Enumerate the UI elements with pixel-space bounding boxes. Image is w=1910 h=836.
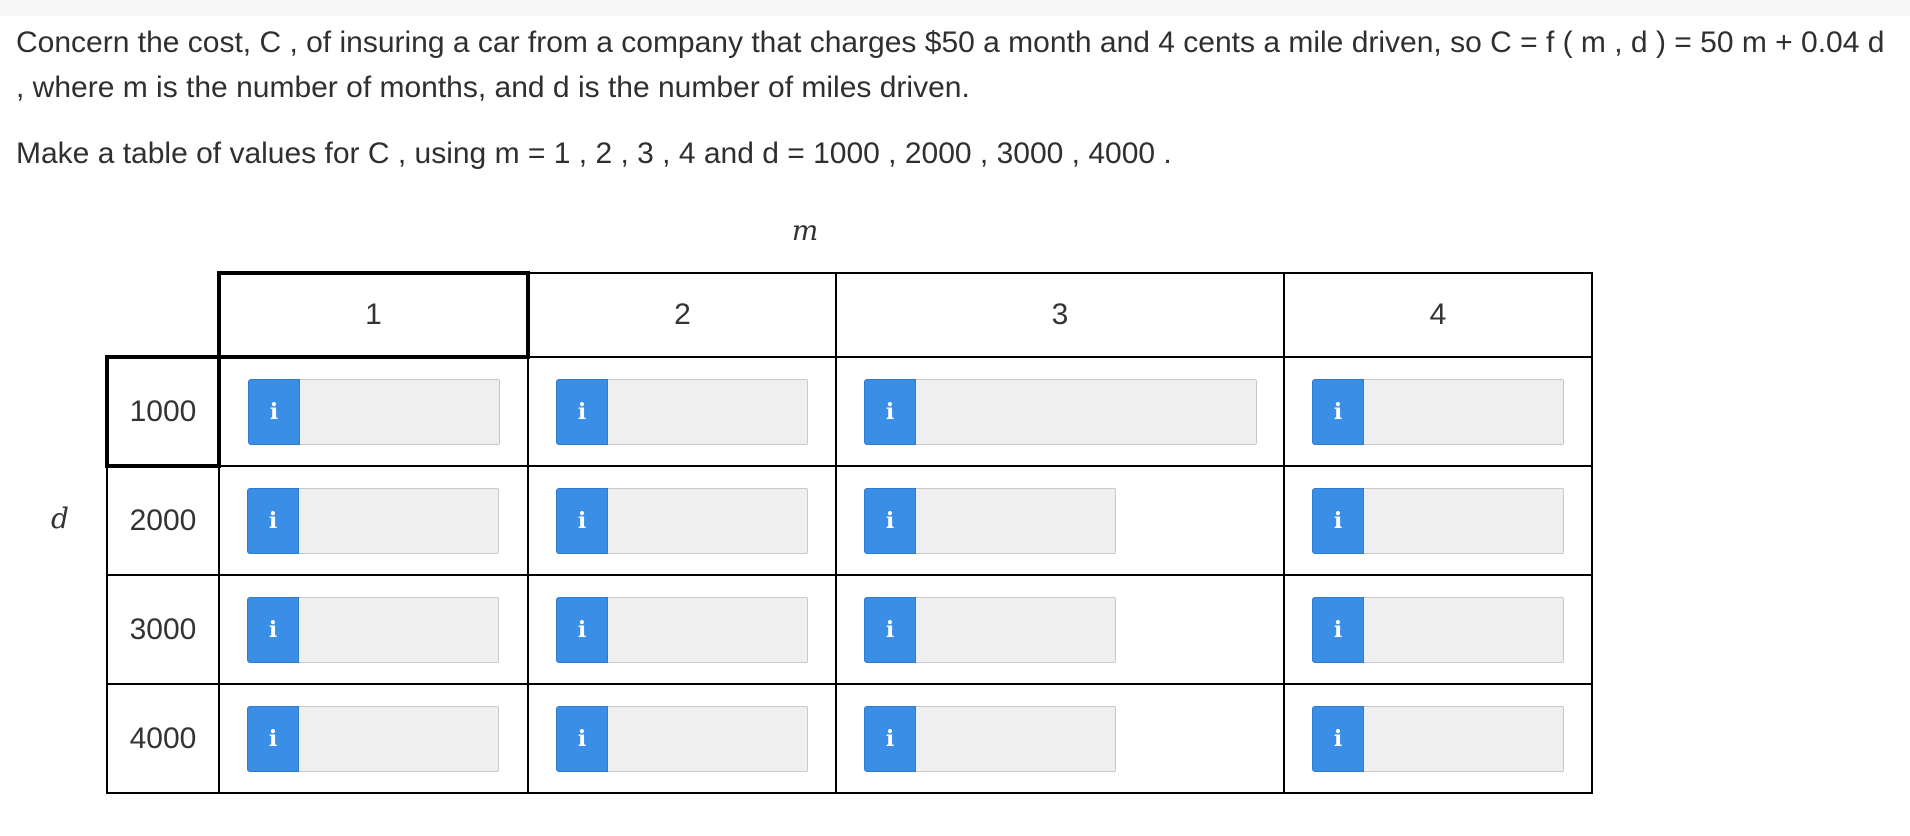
answer-field: i [248,379,527,445]
answer-input-r3-c4[interactable] [1364,596,1564,663]
cell-r3-c1: i [218,574,529,685]
answer-field: i [1312,596,1591,663]
answer-field: i [247,705,527,772]
cell-r2-c2: i [527,465,837,576]
answer-field: i [1312,378,1591,445]
cell-r4-c4: i [1283,683,1593,794]
row-header-1000: 1000 [105,355,221,468]
answer-input-r2-c3[interactable] [916,487,1116,554]
cell-r1-c3: i [835,356,1285,467]
answer-field: i [556,705,835,772]
answer-input-r3-c2[interactable] [608,596,808,663]
info-icon[interactable]: i [1312,487,1364,554]
info-icon[interactable]: i [1312,705,1364,772]
answer-field: i [247,487,527,554]
cell-r3-c4: i [1283,574,1593,685]
answer-field: i [556,378,835,445]
cell-r1-c4: i [1283,356,1593,467]
problem-text: Concern the cost, C , of insuring a car … [16,20,1896,176]
cell-r4-c2: i [527,683,837,794]
answer-input-r1-c2[interactable] [608,378,808,445]
header-row: 1 2 3 4 [107,271,1593,359]
column-header-1: 1 [217,271,530,359]
info-icon[interactable]: i [864,487,916,554]
info-icon[interactable]: i [1312,596,1364,663]
answer-field: i [247,596,527,663]
table-corner [107,273,220,358]
row-header-2000: 2000 [106,465,220,576]
row-variable-label: d [51,502,69,535]
answer-field: i [1312,705,1591,772]
table-row: 4000 i i i i [106,683,1593,794]
column-variable-label: m [791,214,819,247]
table-row: 1000 i i i i [105,355,1593,468]
answer-input-r4-c1[interactable] [299,705,499,772]
cell-r1-c2: i [527,356,837,467]
top-bar [0,0,1910,16]
answer-input-r2-c4[interactable] [1364,487,1564,554]
info-icon[interactable]: i [864,378,916,445]
cell-r3-c3: i [835,574,1285,685]
column-header-2: 2 [527,272,837,358]
info-icon[interactable]: i [247,705,299,772]
answer-input-r4-c4[interactable] [1364,705,1564,772]
info-icon[interactable]: i [864,596,916,663]
answer-field: i [1312,487,1591,554]
column-header-4: 4 [1283,272,1593,358]
cell-r4-c3: i [835,683,1285,794]
answer-input-r1-c1[interactable] [300,379,500,445]
cell-r3-c2: i [527,574,837,685]
problem-instruction: Make a table of values for C , using m =… [16,137,1172,170]
answer-input-r3-c3[interactable] [916,596,1116,663]
answer-field: i [864,596,1283,663]
cell-r1-c1: i [218,356,529,467]
problem-statement: Concern the cost, C , of insuring a car … [16,26,1885,104]
answer-field: i [556,596,835,663]
info-icon[interactable]: i [556,705,608,772]
cell-r2-c4: i [1283,465,1593,576]
info-icon[interactable]: i [864,705,916,772]
answer-input-r1-c3[interactable] [916,378,1257,445]
table-row: 2000 i i i i [106,465,1593,576]
info-icon[interactable]: i [248,379,300,445]
info-icon[interactable]: i [556,596,608,663]
info-icon[interactable]: i [556,378,608,445]
table-row: 3000 i i i i [106,574,1593,685]
answer-input-r1-c4[interactable] [1364,378,1564,445]
info-icon[interactable]: i [556,487,608,554]
answer-field: i [864,487,1283,554]
answer-input-r4-c3[interactable] [916,705,1116,772]
cell-r4-c1: i [218,683,529,794]
cell-r2-c1: i [218,465,529,576]
answer-input-r2-c1[interactable] [299,487,499,554]
cell-r2-c3: i [835,465,1285,576]
answer-field: i [864,705,1283,772]
row-header-3000: 3000 [106,574,220,685]
info-icon[interactable]: i [1312,378,1364,445]
info-icon[interactable]: i [247,487,299,554]
answer-field: i [864,378,1283,445]
answer-input-r3-c1[interactable] [299,596,499,663]
info-icon[interactable]: i [247,596,299,663]
answer-field: i [556,487,835,554]
answer-input-r4-c2[interactable] [608,705,808,772]
row-header-4000: 4000 [106,683,220,794]
answer-input-r2-c2[interactable] [608,487,808,554]
column-header-3: 3 [835,272,1285,358]
values-table: 1 2 3 4 1000 i i i i [105,271,1593,794]
